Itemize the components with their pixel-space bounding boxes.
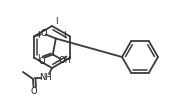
Text: O: O [31,87,37,96]
Text: I: I [38,31,40,40]
Text: I: I [63,31,65,40]
Text: O: O [41,29,47,38]
Text: NH: NH [40,73,52,82]
Text: OH: OH [58,56,71,65]
Text: I: I [38,54,40,63]
Text: I: I [55,17,57,26]
Text: O: O [38,57,45,66]
